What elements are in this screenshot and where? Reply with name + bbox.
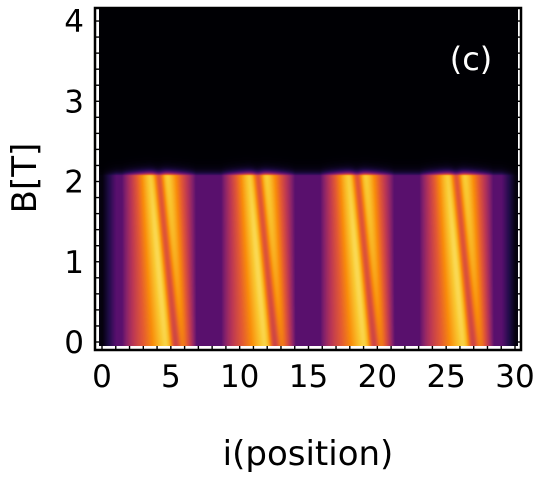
x-tick-label: 25 bbox=[426, 359, 465, 395]
x-tick-label: 20 bbox=[358, 359, 397, 395]
x-tick-label: 15 bbox=[289, 359, 328, 395]
x-tick-labels: 0 5 10 15 20 25 30 bbox=[92, 359, 535, 395]
x-tick-label: 0 bbox=[92, 359, 112, 395]
y-axis-label: B[T] bbox=[5, 143, 45, 214]
panel-label: (c) bbox=[450, 40, 493, 78]
y-tick-label: 1 bbox=[64, 245, 84, 281]
y-tick-label: 0 bbox=[64, 325, 84, 361]
heatmap-surface bbox=[99, 9, 518, 346]
x-tick-label: 5 bbox=[161, 359, 181, 395]
y-tick-label: 3 bbox=[64, 84, 84, 120]
heatmap-image bbox=[99, 9, 518, 346]
y-tick-label: 4 bbox=[64, 4, 84, 40]
y-tick-labels: 0 1 2 3 4 bbox=[64, 4, 84, 361]
y-tick-label: 2 bbox=[64, 165, 84, 201]
x-tick-label: 10 bbox=[220, 359, 259, 395]
x-tick-label: 30 bbox=[495, 359, 534, 395]
plot-frame bbox=[93, 6, 523, 352]
x-axis-label: i(position) bbox=[223, 434, 394, 474]
